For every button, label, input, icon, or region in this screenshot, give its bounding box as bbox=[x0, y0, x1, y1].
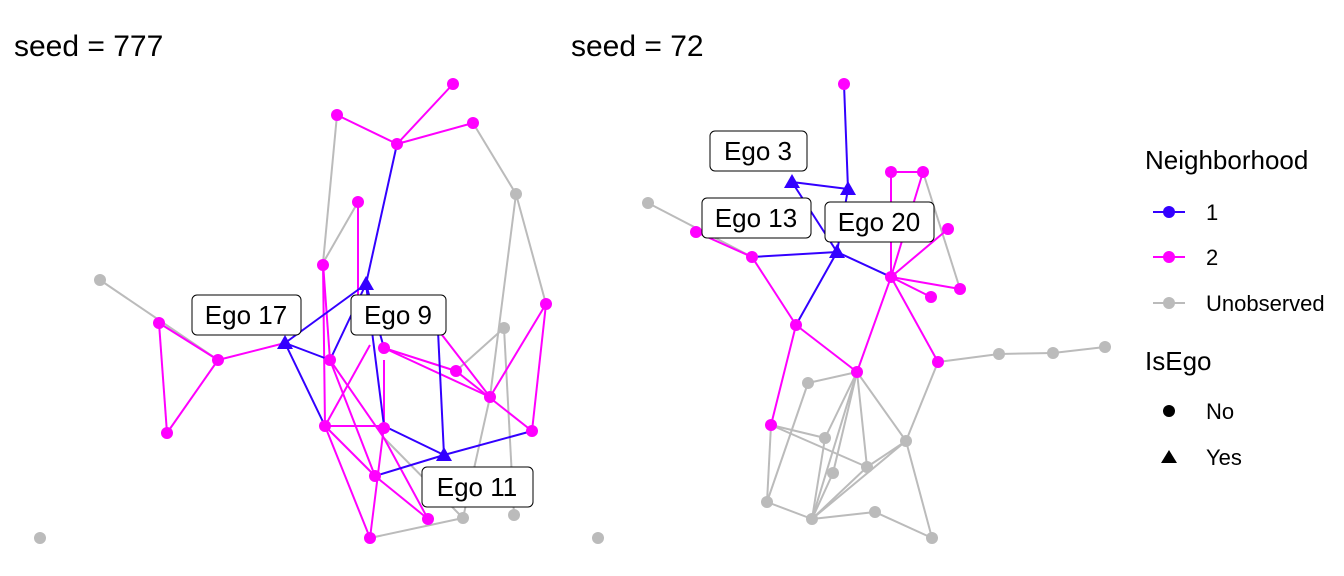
ego-node-13 bbox=[829, 244, 845, 258]
svg-text:Ego 3: Ego 3 bbox=[724, 136, 792, 166]
panel-seed-72: seed = 72 bbox=[571, 30, 1111, 544]
svg-text:Ego 9: Ego 9 bbox=[364, 300, 432, 330]
nodes-neighborhood-2 bbox=[690, 78, 966, 431]
edges-neighborhood-1 bbox=[751, 83, 892, 326]
nodes-unobserved bbox=[592, 197, 1111, 544]
ego-node-9 bbox=[358, 276, 374, 290]
edges-neighborhood-2 bbox=[695, 171, 961, 426]
legend-key-no: No bbox=[1163, 399, 1234, 424]
edges-neighborhood-2 bbox=[158, 83, 547, 539]
nodes-unobserved bbox=[34, 188, 522, 544]
ego-node-11 bbox=[436, 447, 452, 461]
panel-title-seed-777: seed = 777 bbox=[14, 30, 163, 63]
ego-nodes bbox=[277, 276, 452, 461]
ego-label-13: Ego 13 bbox=[701, 197, 812, 239]
svg-text:Yes: Yes bbox=[1206, 445, 1242, 470]
edges-unobserved bbox=[647, 171, 1106, 539]
panel-seed-777: seed = 777 bbox=[14, 30, 552, 544]
legend-title-neighborhood: Neighborhood bbox=[1145, 145, 1308, 175]
svg-text:1: 1 bbox=[1206, 200, 1218, 225]
ego-node-3 bbox=[784, 174, 800, 188]
ego-node-20 bbox=[840, 181, 856, 195]
ego-label-3: Ego 3 bbox=[709, 130, 808, 172]
ego-nodes bbox=[784, 174, 856, 258]
legend-key-2: 2 bbox=[1153, 245, 1218, 270]
legend-title-isego: IsEgo bbox=[1145, 346, 1212, 376]
ego-node-17 bbox=[277, 335, 293, 349]
ego-label-20: Ego 20 bbox=[824, 201, 935, 243]
svg-text:Ego 20: Ego 20 bbox=[838, 207, 920, 237]
legend-key-unobserved: Unobserved bbox=[1153, 291, 1325, 316]
svg-text:Unobserved: Unobserved bbox=[1206, 291, 1325, 316]
legend-key-yes: Yes bbox=[1161, 445, 1242, 470]
nodes-neighborhood-2 bbox=[153, 78, 552, 544]
ego-label-17: Ego 17 bbox=[191, 294, 302, 336]
svg-text:2: 2 bbox=[1206, 245, 1218, 270]
ego-label-9: Ego 9 bbox=[350, 294, 447, 336]
panel-title-seed-72: seed = 72 bbox=[571, 30, 704, 63]
svg-text:Ego 17: Ego 17 bbox=[205, 300, 287, 330]
ego-label-11: Ego 11 bbox=[421, 466, 534, 508]
svg-text:No: No bbox=[1206, 399, 1234, 424]
svg-text:Ego 13: Ego 13 bbox=[715, 203, 797, 233]
legend: Neighborhood 1 2 Unobserved IsEgo No Yes bbox=[1145, 145, 1325, 470]
svg-text:Ego 11: Ego 11 bbox=[437, 472, 517, 502]
legend-key-1: 1 bbox=[1153, 200, 1218, 225]
